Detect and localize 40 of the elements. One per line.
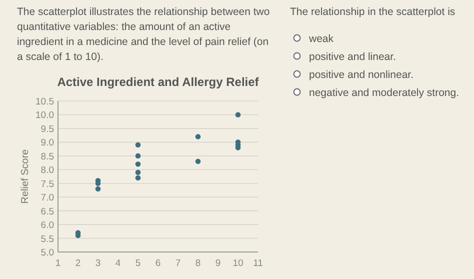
x-tick-label: 4 [115, 258, 121, 269]
y-tick-label: 7.5 [40, 178, 54, 190]
y-tick-label: 6.0 [40, 220, 54, 232]
point [195, 158, 201, 164]
y-tick-label: 8.0 [40, 165, 54, 176]
y-tick-label: 9.0 [40, 138, 54, 149]
y-tick-label: 6.5 [40, 206, 54, 218]
point [135, 162, 141, 167]
text: negative and moderately strong. [309, 87, 460, 99]
text: The scatterplot illustrates the relationship between two quantitative variables: the amount of an active ingredient in a medicine and the level of pain relief (on a scale of 1 to 10). [17, 6, 270, 63]
y-tick-label: 7.0 [40, 192, 54, 204]
point [195, 134, 201, 140]
text: The relationship in the scatterplot is [290, 6, 456, 18]
point [95, 186, 101, 192]
y-tick-label: 8.5 [40, 151, 54, 162]
y-tick-label: 9.5 [40, 124, 54, 135]
point [135, 170, 141, 176]
y-tick-label: 10.5 [36, 96, 54, 108]
point [135, 153, 141, 159]
chart-title: Active Ingredient and Allergy Relief [57, 75, 260, 89]
x-tick-label: 3 [95, 258, 101, 269]
point [135, 142, 141, 148]
x-tick-label: 9 [215, 258, 221, 269]
x-tick-label: 7 [175, 258, 181, 269]
y-tick-label: 10.0 [36, 110, 54, 122]
x-tick-label: 10 [232, 258, 244, 269]
y-tick-label: 5.5 [40, 234, 54, 245]
x-tick-label: 2 [75, 258, 81, 269]
x-tick-label: 6 [155, 258, 161, 269]
text: positive and nonlinear. [309, 69, 414, 81]
x-tick-label: 8 [195, 258, 201, 269]
x-tick-label: 1 [55, 258, 61, 269]
x-tick-label: 11 [253, 258, 263, 269]
x-tick-label: 5 [135, 258, 141, 269]
point [235, 112, 241, 118]
text: positive and linear. [309, 51, 396, 63]
text: weak [308, 33, 334, 45]
point [135, 175, 141, 181]
y-tick-label: 5.0 [40, 248, 54, 258]
y-axis-title: Relief Score [20, 148, 31, 204]
